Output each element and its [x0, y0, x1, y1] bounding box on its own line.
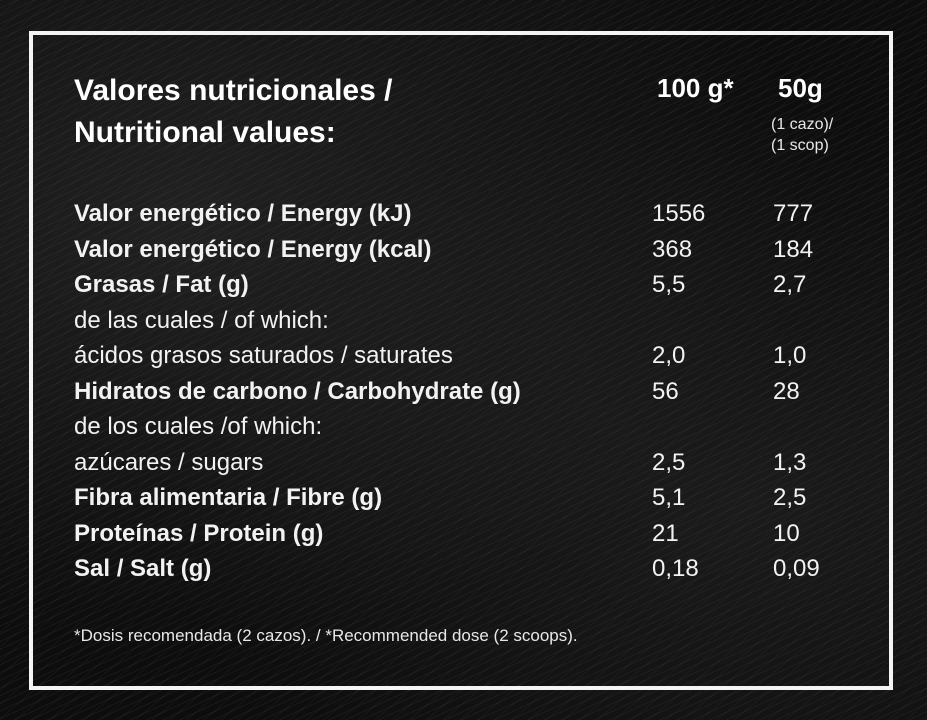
value-50g: 2,5 — [773, 484, 807, 511]
table-row: Fibra alimentaria / Fibre (g) 5,1 2,5 — [74, 480, 874, 516]
row-label: azúcares / sugars — [74, 448, 264, 476]
footnote: *Dosis recomendada (2 cazos). / *Recomme… — [74, 626, 578, 645]
table-row: Proteínas / Protein (g) 21 10 — [74, 516, 874, 552]
row-label: Grasas / Fat (g) — [74, 271, 249, 298]
title-line-2: Nutritional values: — [74, 116, 336, 149]
value-50g: 2,7 — [773, 271, 807, 298]
row-label: ácidos grasos saturados / saturates — [74, 342, 453, 369]
table-row: Hidratos de carbono / Carbohydrate (g) 5… — [74, 374, 874, 410]
table-row: azúcares / sugars 2,5 1,3 — [74, 445, 874, 481]
table-row: Valor energético / Energy (kcal) 368 184 — [74, 232, 874, 268]
value-50g: 10 — [773, 519, 800, 547]
table-title: Valores nutricionales / Nutritional valu… — [74, 70, 392, 154]
table-row: de las cuales / of which: — [74, 303, 874, 339]
value-100g: 56 — [652, 377, 679, 405]
value-100g: 5,5 — [652, 271, 686, 298]
table-row: Valor energético / Energy (kJ) 1556 777 — [74, 196, 874, 232]
table-row: Grasas / Fat (g) 5,5 2,7 — [74, 267, 874, 303]
nutrition-rows: Valor energético / Energy (kJ) 1556 777 … — [74, 196, 874, 587]
subtitle-line-1: (1 cazo)/ — [771, 116, 834, 133]
row-label: Hidratos de carbono / Carbohydrate (g) — [74, 377, 521, 405]
value-100g: 1556 — [652, 200, 706, 227]
row-label: Valor energético / Energy (kcal) — [74, 235, 432, 263]
value-100g: 368 — [652, 235, 693, 263]
value-50g: 1,3 — [773, 448, 807, 476]
column-header-50g: 50g — [778, 73, 823, 103]
row-label: Fibra alimentaria / Fibre (g) — [74, 484, 383, 511]
row-label: Valor energético / Energy (kJ) — [74, 200, 412, 227]
column-header-100g: 100 g* — [657, 73, 734, 103]
value-50g: 184 — [773, 235, 814, 263]
value-50g: 1,0 — [773, 342, 807, 369]
column-header-50g-subtitle: (1 cazo)/ (1 scop) — [771, 114, 833, 156]
row-label: Sal / Salt (g) — [74, 555, 212, 582]
title-line-1: Valores nutricionales / — [74, 74, 393, 107]
value-50g: 0,09 — [773, 555, 820, 582]
value-100g: 21 — [652, 519, 679, 547]
table-row: Sal / Salt (g) 0,18 0,09 — [74, 551, 874, 587]
table-row: ácidos grasos saturados / saturates 2,0 … — [74, 338, 874, 374]
value-100g: 2,5 — [652, 448, 686, 476]
value-100g: 2,0 — [652, 342, 686, 369]
value-50g: 28 — [773, 377, 800, 405]
subtitle-line-2: (1 scop) — [771, 137, 829, 154]
row-label: de los cuales /of which: — [74, 413, 323, 440]
row-label: de las cuales / of which: — [74, 306, 329, 334]
value-100g: 0,18 — [652, 555, 699, 582]
table-row: de los cuales /of which: — [74, 409, 874, 445]
value-50g: 777 — [773, 200, 814, 227]
white-border-frame — [29, 31, 893, 690]
row-label: Proteínas / Protein (g) — [74, 519, 324, 547]
value-100g: 5,1 — [652, 484, 686, 511]
